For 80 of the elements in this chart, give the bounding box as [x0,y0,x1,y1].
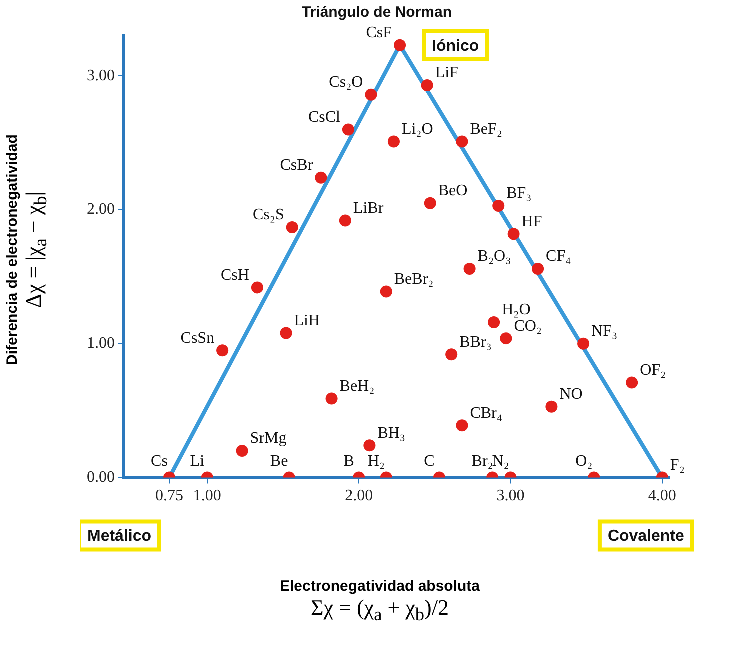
point [380,286,392,298]
annotation: BeBr₂ [394,270,434,288]
annotation: Cs₂S [252,206,284,224]
point [286,221,298,234]
point [424,197,436,210]
annotation: CsSn [180,330,215,347]
x-tick-label: 1.00 [193,488,222,505]
point [456,136,468,148]
annotation: NF₃ [592,323,618,340]
annotation: H₂ [368,453,385,470]
x-tick-label: 4.00 [648,488,676,505]
x-tick-label: 0.75 [156,488,184,505]
annotation: C [424,453,435,470]
annotation: Li₂O [402,120,434,138]
annotation: CsCl [308,108,342,126]
annotation: LiF [435,64,459,82]
y-tick-label: 0.00 [87,469,115,486]
point [342,124,354,136]
annotation: CO₂ [514,318,542,335]
annotation: Cs [151,453,168,470]
annotation: F₂ [670,457,685,474]
point [394,39,406,52]
point [365,88,378,101]
annotation: B [344,453,354,470]
point [578,338,590,350]
point [251,282,264,294]
annotation: H₂O [502,302,531,319]
x-tick-label: 2.00 [345,488,374,505]
text: Covalente [608,528,685,546]
point [532,262,544,275]
annotation: Cs₂O [329,74,364,92]
annotation: BeO [438,182,468,200]
annotation: OF₂ [640,362,666,379]
point [280,327,292,340]
chart-title: Triángulo de Norman [302,4,452,22]
annotation: BeF₂ [470,120,502,138]
annotation: BF₃ [506,185,532,202]
point [546,400,558,413]
point [326,392,338,405]
annotation: BH₃ [378,424,406,442]
point [500,332,512,345]
x-axis-title: Electronegatividad absoluta Σχ = (χ$_{a}$ + χ$_{b}$)/2 [278,578,482,626]
y-tick-label: 2.00 [87,201,115,218]
point [464,262,476,275]
annotation: BeH₂ [340,378,375,396]
y-tick-label: 1.00 [87,335,115,352]
annotation: CsH [221,266,250,284]
annotation: Br₂ [472,453,494,470]
annotation: NO [560,386,583,404]
annotation: CBr₄ [470,404,503,422]
point [339,214,352,227]
annotation: Iónico [432,38,480,55]
annotation: N₂ [492,453,510,470]
point [508,228,520,240]
x-tick-label: 3.00 [496,488,525,505]
annotation: B₂O₃ [478,248,512,266]
point [446,348,458,361]
y-tick-label: 3.00 [87,67,115,84]
text: Metálico [87,528,152,546]
point [364,440,376,452]
point [488,316,500,328]
annotation: HF [522,213,542,230]
point [421,80,434,92]
annotation: Be [270,453,288,470]
annotation: O₂ [576,453,593,470]
point [388,136,400,148]
annotation: BBr₃ [460,334,492,351]
point [456,420,468,432]
annotation: Li [190,453,206,470]
annotation: CF₄ [546,248,572,266]
annotation: SrMg [250,430,287,448]
annotation: CsBr [280,157,314,174]
point [315,172,328,184]
annotation: CsF [366,24,392,42]
point [492,200,505,212]
annotation: LiH [294,312,320,330]
point [236,445,248,458]
point [216,344,229,357]
annotation: LiBr [353,200,384,217]
point [626,376,638,389]
